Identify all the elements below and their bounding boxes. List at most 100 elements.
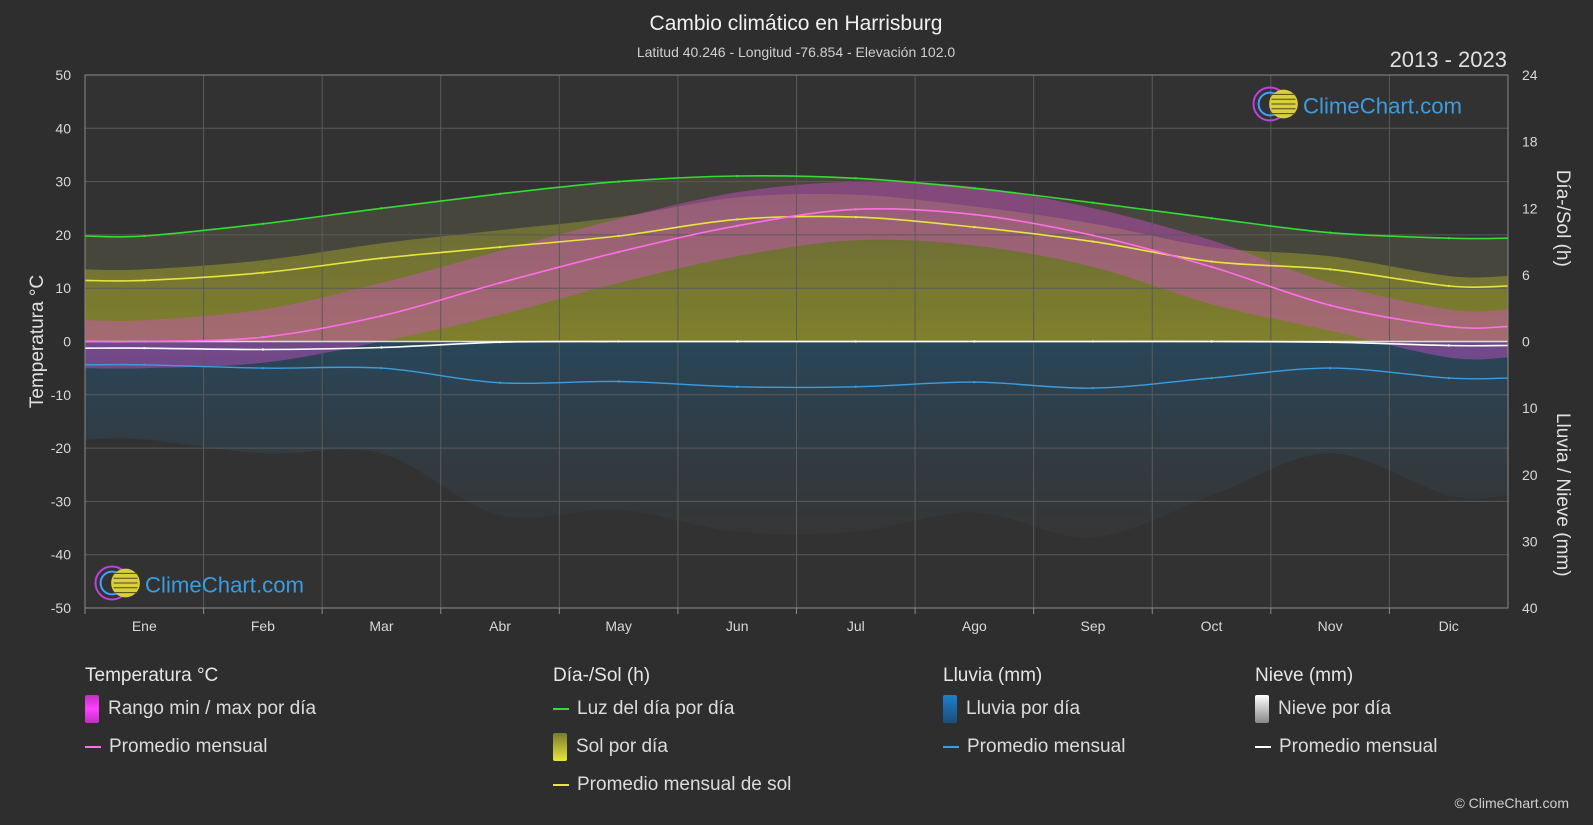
y-left-tick-label: -50 [51, 600, 71, 616]
legend-item-snow-day: Nieve por día [1255, 690, 1437, 728]
y-left-tick-label: -40 [51, 547, 71, 563]
y-left-tick-label: -30 [51, 493, 71, 509]
sun-avg-point [973, 225, 976, 229]
daylight-line [84, 175, 1509, 240]
y-right-top-tick-label: 12 [1522, 200, 1538, 216]
snow-avg-point [973, 340, 976, 343]
snow-avg-point [1210, 340, 1213, 343]
sun-avg-point [1091, 240, 1095, 243]
logo-text: ClimeChart.com [145, 573, 304, 598]
y-left-tick-label: 10 [55, 280, 71, 296]
sun-day-swatch [553, 733, 567, 761]
legend-group-rain: Lluvia (mm) Lluvia por día Promedio mens… [943, 662, 1125, 766]
copyright: © ClimeChart.com [1454, 795, 1569, 811]
snow-avg-line [84, 340, 1509, 351]
snow-avg-point [617, 340, 620, 343]
x-tick-label: Dic [1439, 618, 1459, 634]
x-tick-label: Jul [847, 618, 865, 634]
y-left-tick-label: 40 [55, 120, 71, 136]
y-left-tick-label: -10 [51, 387, 71, 403]
snow-avg-swatch [1255, 746, 1271, 748]
legend-item-rain-avg: Promedio mensual [943, 728, 1125, 766]
sun-avg-point [1328, 268, 1332, 271]
x-tick-label: Nov [1318, 618, 1343, 634]
temp-range-swatch [85, 695, 99, 723]
rain-avg-point [498, 381, 502, 385]
x-tick-label: Ago [962, 618, 987, 634]
x-tick-label: May [605, 618, 631, 634]
daylight-point [617, 180, 620, 183]
temp-avg-point [143, 340, 146, 343]
x-tick-label: Abr [489, 618, 511, 634]
x-tick-label: Sep [1080, 618, 1105, 634]
temp-avg-point [261, 336, 265, 339]
period-label: 2013 - 2023 [1390, 47, 1507, 72]
legend-label-sun-day: Sol por día [576, 736, 668, 757]
sun-avg-swatch [553, 784, 569, 786]
snow-avg-point [1091, 340, 1095, 343]
brand-logo-bottom: ClimeChart.com [94, 565, 304, 601]
legend-title-rain: Lluvia (mm) [943, 665, 1043, 686]
legend-group-sun: Día-/Sol (h) Luz del día por día Sol por… [553, 662, 791, 804]
rain-avg-swatch [943, 746, 959, 748]
legend-item-temp-avg: Promedio mensual [85, 728, 316, 766]
daylight-point [380, 207, 383, 210]
daylight-point [736, 174, 739, 178]
y-left-axis-title: Temperatura °C [27, 275, 48, 408]
rain-avg-point [617, 380, 620, 383]
rain-avg-line [84, 363, 1509, 389]
temp-avg-point [617, 250, 620, 254]
snow-avg-point [261, 348, 265, 351]
temp-avg-point [498, 281, 502, 285]
chart-title: Cambio climático en Harrisburg [650, 12, 943, 35]
daylight-point [973, 187, 976, 190]
legend-title-snow: Nieve (mm) [1255, 665, 1354, 686]
snow-day-swatch [1255, 695, 1269, 723]
legend-label-rain-day: Lluvia por día [966, 698, 1081, 719]
sun-avg-point [736, 218, 739, 221]
legend-label-rain-avg: Promedio mensual [967, 736, 1126, 757]
temp-avg-point [854, 208, 857, 211]
rain-avg-point [143, 363, 146, 367]
rain-day-swatch [943, 695, 957, 723]
y-right-top-axis-title: Día-/Sol (h) [1552, 170, 1573, 267]
y-left-tick-label: 20 [55, 227, 71, 243]
legend: Temperatura °C Rango min / max por día P… [0, 662, 1593, 812]
legend-label-snow-day: Nieve por día [1278, 698, 1392, 719]
daylight-point [143, 234, 146, 238]
rain-avg-point [1091, 386, 1095, 390]
y-right-top-tick-label: 0 [1522, 334, 1530, 350]
legend-item-rain-day: Lluvia por día [943, 690, 1125, 728]
temp-avg-swatch [85, 746, 101, 748]
temp-avg-point [380, 314, 383, 318]
daylight-point [854, 177, 857, 180]
y-right-bottom-tick-label: 20 [1522, 467, 1538, 483]
snow-avg-point [498, 340, 502, 344]
daylight-point [1447, 237, 1450, 240]
sun-avg-point [261, 271, 265, 274]
legend-label-temp-avg: Promedio mensual [109, 736, 268, 757]
x-tick-label: Jun [726, 618, 749, 634]
sun-avg-point [1210, 260, 1213, 263]
daylight-swatch [553, 708, 569, 710]
y-right-top-tick-label: 6 [1522, 267, 1530, 283]
temp-avg-point [1210, 265, 1213, 269]
daylight-point [1328, 231, 1332, 234]
sun-avg-point [143, 279, 146, 282]
sun-avg-line [84, 215, 1509, 289]
sun-avg-point [854, 215, 857, 219]
sun-avg-point [617, 234, 620, 238]
temp-avg-point [973, 213, 976, 216]
legend-item-sun-day: Sol por día [553, 728, 791, 766]
rain-avg-point [973, 380, 976, 384]
snow-avg-point [1447, 344, 1450, 347]
y-left-tick-label: 50 [55, 67, 71, 83]
legend-label-temp-range: Rango min / max por día [108, 698, 317, 719]
sun-avg-point [380, 257, 383, 260]
temp-avg-point [736, 224, 739, 228]
x-tick-label: Feb [251, 618, 275, 634]
legend-item-sun-avg: Promedio mensual de sol [553, 766, 791, 804]
y-left-tick-label: 0 [63, 334, 71, 350]
brand-logo-top: ClimeChart.com [1252, 86, 1462, 122]
legend-title-sun: Día-/Sol (h) [553, 665, 651, 686]
